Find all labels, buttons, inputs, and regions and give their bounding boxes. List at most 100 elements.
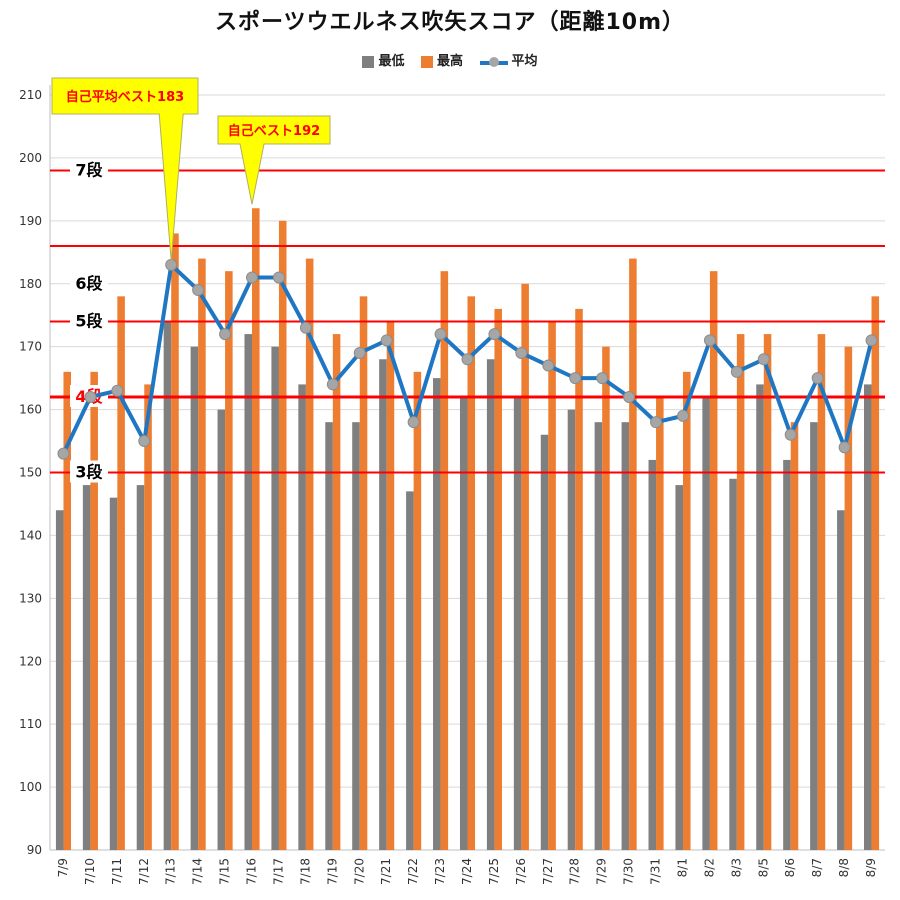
y-tick-label: 200 <box>19 151 42 165</box>
bar-max <box>763 334 772 850</box>
bar-min <box>459 397 468 850</box>
bar-max <box>305 258 314 850</box>
avg-point <box>353 346 366 359</box>
bar-max <box>278 220 287 851</box>
avg-point <box>111 384 124 397</box>
x-tick-label: 8/7 <box>810 858 824 877</box>
y-tick-label: 90 <box>27 843 42 857</box>
y-tick-label: 110 <box>19 717 42 731</box>
bar-min <box>190 346 199 850</box>
y-tick-label: 150 <box>19 466 42 480</box>
bar-max <box>90 371 98 850</box>
bar-max <box>736 334 745 850</box>
y-tick-label: 190 <box>19 214 42 228</box>
y-tick-label: 160 <box>19 403 42 417</box>
threshold-label: 5段 <box>75 312 103 331</box>
bar-min <box>837 510 845 850</box>
x-tick-label: 7/29 <box>595 858 609 885</box>
avg-point <box>703 334 716 347</box>
bar-min <box>621 422 630 850</box>
x-tick-label: 8/2 <box>702 858 716 877</box>
avg-point <box>407 416 420 429</box>
avg-point <box>596 372 609 385</box>
annotation-text: 自己ベスト192 <box>228 123 320 139</box>
avg-point <box>138 435 151 448</box>
legend-item-min: 最低 <box>362 50 404 69</box>
y-tick-label: 100 <box>19 780 42 794</box>
threshold-label: 6段 <box>75 274 103 293</box>
x-tick-label: 7/20 <box>352 858 366 885</box>
x-tick-label: 8/3 <box>729 858 743 877</box>
bar-min <box>594 422 603 850</box>
bar-min <box>298 384 306 850</box>
x-tick-label: 7/9 <box>56 858 70 877</box>
bar-min <box>325 422 333 850</box>
avg-point <box>246 271 259 284</box>
bar-max <box>521 283 529 850</box>
bar-min <box>217 409 226 850</box>
chart-title: スポーツウエルネス吹矢スコア（距離10m） <box>214 10 686 35</box>
x-tick-label: 7/31 <box>649 858 663 885</box>
avg-point <box>730 365 743 378</box>
bar-min <box>244 334 253 850</box>
x-tick-label: 7/28 <box>568 858 582 885</box>
bar-max <box>709 271 718 851</box>
legend-item-max: 最高 <box>420 50 463 69</box>
x-tick-label: 7/27 <box>541 858 555 885</box>
avg-point <box>326 378 339 391</box>
legend-item-avg: 平均 <box>479 50 538 69</box>
bar-max <box>386 321 395 850</box>
bar-min <box>702 397 710 850</box>
x-tick-label: 7/24 <box>460 858 474 885</box>
x-tick-label: 7/14 <box>191 858 205 885</box>
threshold-label-bg <box>70 460 108 483</box>
y-tick-label: 210 <box>19 88 42 102</box>
threshold-label: 3段 <box>75 463 103 482</box>
threshold-label-bg <box>70 271 108 294</box>
annotation-callout <box>51 77 199 261</box>
avg-point <box>434 328 447 341</box>
bar-min <box>810 422 818 850</box>
legend-label-min: 最低 <box>378 54 405 69</box>
bar-max <box>844 346 853 850</box>
bar-max <box>440 271 449 851</box>
avg-point <box>192 284 205 297</box>
avg-point <box>569 372 582 385</box>
avg-point <box>811 372 824 385</box>
bar-min <box>379 359 387 850</box>
y-tick-label: 130 <box>19 591 42 605</box>
bar-max <box>790 422 799 850</box>
bar-min <box>136 485 145 850</box>
x-tick-label: 7/30 <box>622 858 636 885</box>
avg-point <box>488 328 501 341</box>
threshold-label-bg <box>70 158 108 181</box>
avg-point <box>650 416 663 429</box>
x-tick-label: 8/8 <box>837 858 851 877</box>
bar-max <box>359 296 368 850</box>
bar-min <box>406 491 414 850</box>
avg-point <box>542 359 555 372</box>
x-tick-label: 7/19 <box>325 858 339 885</box>
bar-min <box>756 384 764 850</box>
x-tick-label: 7/13 <box>164 858 178 885</box>
bar-max <box>629 258 637 850</box>
bar-max <box>682 371 691 850</box>
bar-max <box>467 296 476 850</box>
x-tick-label: 7/10 <box>83 858 97 885</box>
bar-min <box>486 359 495 850</box>
bar-min <box>433 378 441 850</box>
bar-max <box>332 334 341 850</box>
avg-point <box>272 271 285 284</box>
x-tick-label: 7/23 <box>433 858 447 885</box>
bar-min <box>783 459 791 850</box>
bar-max <box>817 334 826 850</box>
threshold-label: 7段 <box>75 161 103 180</box>
avg-point <box>461 353 474 366</box>
legend-line-symbol <box>479 56 508 68</box>
x-tick-label: 8/5 <box>756 858 770 877</box>
avg-point <box>865 334 878 347</box>
bar-max <box>198 258 206 850</box>
bar-min <box>567 409 576 850</box>
bar-min <box>540 434 549 850</box>
